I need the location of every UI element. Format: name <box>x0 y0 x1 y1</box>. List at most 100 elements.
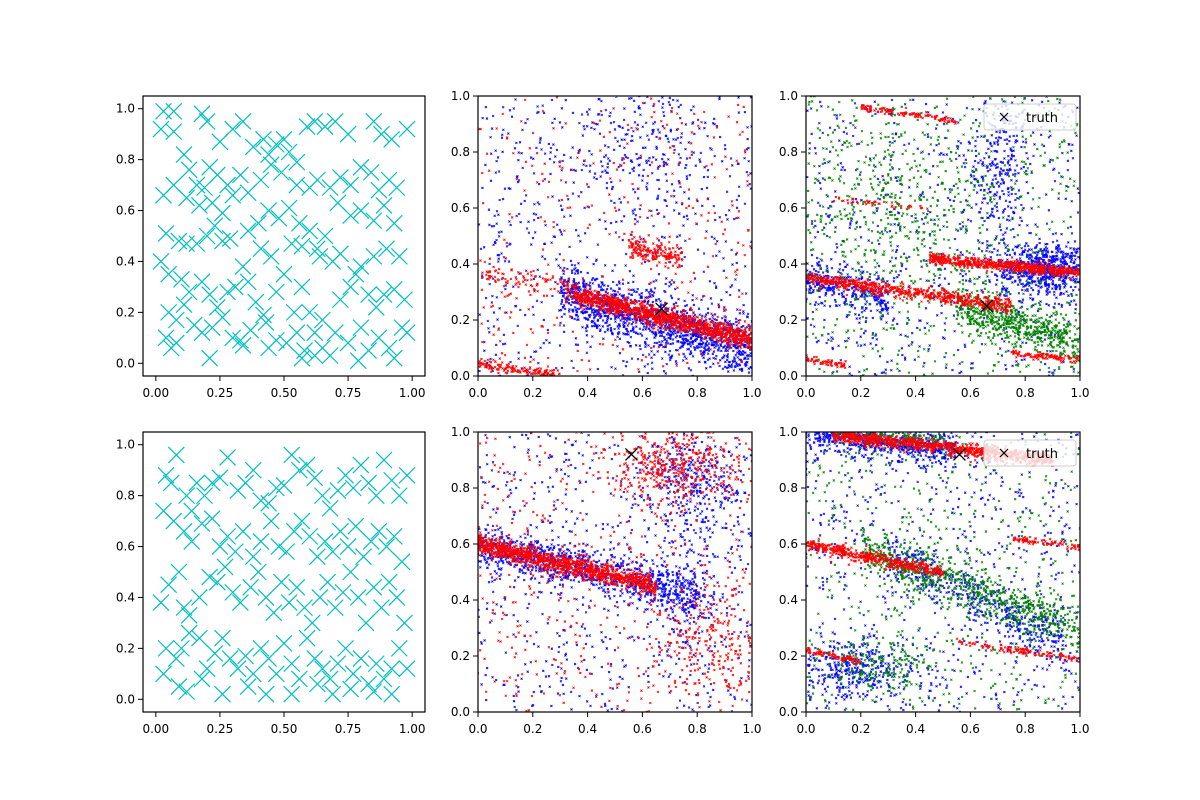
dot <box>678 265 681 269</box>
dot <box>493 214 496 218</box>
dot <box>587 359 591 363</box>
dot <box>729 285 732 289</box>
dot <box>655 147 658 150</box>
dot <box>623 138 626 141</box>
dot <box>681 337 684 340</box>
dot <box>692 315 695 318</box>
dot <box>669 322 673 326</box>
dot <box>706 219 710 223</box>
dot <box>539 346 542 350</box>
dot <box>699 349 702 353</box>
dot <box>479 259 482 262</box>
dot <box>596 293 599 296</box>
dot <box>581 292 584 296</box>
dot <box>724 349 727 353</box>
x-marker <box>262 247 280 265</box>
dot <box>535 151 539 155</box>
dot <box>725 190 729 194</box>
dot <box>599 149 602 152</box>
dot <box>664 306 667 310</box>
x-marker <box>152 253 170 270</box>
dot <box>581 281 585 285</box>
dot <box>646 371 650 375</box>
dot <box>585 110 589 114</box>
dot <box>818 289 821 293</box>
dot <box>1044 252 1048 255</box>
x-marker <box>275 265 293 283</box>
dot <box>627 288 631 291</box>
dot <box>655 145 658 149</box>
dot <box>718 359 722 362</box>
dot <box>690 308 693 312</box>
dot <box>1074 303 1078 306</box>
dot <box>1060 303 1064 307</box>
dot <box>1029 275 1033 279</box>
dot <box>546 372 550 375</box>
x-marker <box>316 227 334 245</box>
dot <box>737 321 741 325</box>
dot <box>696 325 700 329</box>
dot <box>988 280 992 284</box>
dot <box>696 199 699 203</box>
dot <box>678 234 682 237</box>
dot <box>668 284 671 288</box>
dot <box>652 345 656 348</box>
dot <box>719 335 723 339</box>
dot <box>554 280 557 284</box>
dot <box>679 246 683 250</box>
dot <box>745 170 749 174</box>
dot <box>680 264 684 268</box>
dot <box>667 353 671 356</box>
dot <box>647 308 651 312</box>
dot <box>549 278 552 281</box>
dot <box>695 198 699 201</box>
dot <box>1057 284 1061 287</box>
dot <box>639 252 642 255</box>
dot <box>607 296 611 300</box>
dot <box>648 314 652 318</box>
dot <box>717 327 721 331</box>
dot <box>1033 260 1037 264</box>
dot <box>1020 253 1024 257</box>
dot <box>599 315 603 318</box>
dot <box>1051 287 1054 290</box>
dot <box>748 328 751 332</box>
dot <box>491 369 494 373</box>
dot <box>491 114 495 118</box>
dot <box>702 175 706 179</box>
dot <box>713 176 717 179</box>
dot <box>529 270 533 274</box>
dot <box>727 115 730 118</box>
dot <box>726 218 729 221</box>
dot <box>706 330 710 333</box>
dot <box>575 282 578 286</box>
dot <box>1047 277 1051 281</box>
dot <box>695 297 698 300</box>
dot <box>505 363 509 367</box>
dot <box>584 327 588 330</box>
dot <box>646 250 649 254</box>
dot <box>574 337 578 340</box>
dot <box>613 307 617 310</box>
dot <box>1065 245 1068 248</box>
dot <box>531 371 535 375</box>
dot <box>1034 280 1037 283</box>
dot <box>639 237 642 241</box>
x-marker <box>193 105 211 123</box>
dot <box>678 346 682 350</box>
dot <box>676 340 680 343</box>
dot <box>576 349 579 353</box>
dot <box>708 317 712 321</box>
dot <box>482 306 485 309</box>
dot <box>1029 253 1033 256</box>
dot <box>847 275 850 279</box>
dot <box>685 320 688 324</box>
dot <box>643 305 647 308</box>
dot <box>665 333 669 336</box>
dot <box>838 268 841 271</box>
dot <box>656 178 659 182</box>
dot <box>583 288 586 291</box>
dot <box>649 288 653 291</box>
dot <box>540 372 544 376</box>
dot <box>1044 243 1047 246</box>
